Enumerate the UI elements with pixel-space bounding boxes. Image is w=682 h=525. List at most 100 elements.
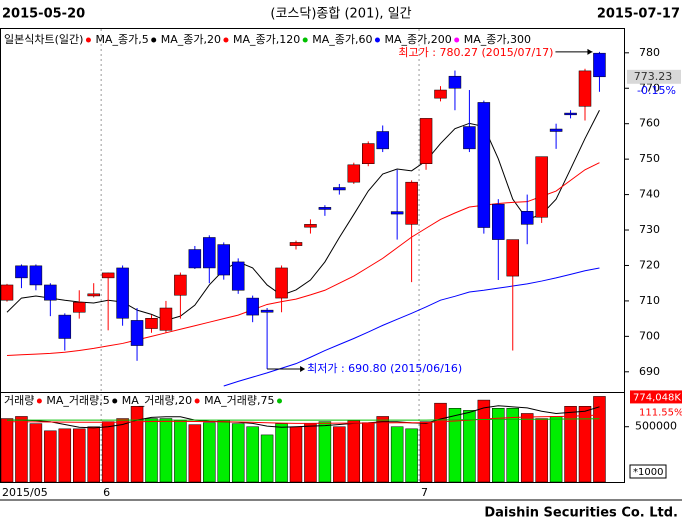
volume-bar: [593, 396, 606, 483]
legend-dot: [85, 37, 91, 43]
legend-item: MA_종가,120: [233, 33, 300, 46]
y-tick-label: 700: [639, 329, 660, 342]
y-tick-label: 780: [639, 46, 660, 59]
volume-bar: [434, 402, 447, 483]
annotation: 최고가 : 780.27 (2015/07/17): [398, 46, 553, 59]
candle-body: [520, 210, 534, 225]
y-tick-label: 770: [639, 81, 660, 94]
candle-body: [246, 297, 259, 316]
x-tick-label: 7: [421, 486, 428, 499]
ma-line: [6, 162, 600, 356]
legend-dot: [36, 398, 42, 404]
candle-body: [535, 156, 548, 218]
candle-body: [29, 265, 43, 286]
unit-box: [629, 464, 667, 479]
volume-bar: [520, 413, 534, 483]
legend-item: MA_종가,20: [161, 33, 221, 46]
y-tick-label: 730: [639, 223, 660, 236]
candle-body: [289, 242, 303, 246]
candle-body: [463, 126, 476, 150]
y-tick-label: 500000: [635, 420, 677, 433]
candle-body: [174, 274, 187, 296]
volume-bar: [231, 423, 245, 483]
volume-bar: [260, 434, 274, 483]
volume-bar: [15, 416, 28, 483]
candle-body: [564, 112, 577, 116]
candle-body: [390, 211, 404, 215]
volume-bar: [492, 408, 505, 483]
legend-dot: [194, 398, 200, 404]
candle-body: [506, 239, 519, 277]
legend-item: MA_종가,200: [384, 33, 451, 46]
unit: *1000: [633, 467, 663, 478]
candle-body: [260, 309, 274, 313]
arrow-head: [587, 48, 593, 55]
volume-bar: [564, 406, 577, 483]
change: -0.15%: [637, 84, 676, 97]
volume-bar: [58, 428, 72, 483]
candle-body: [318, 207, 332, 210]
candle-body: [203, 237, 216, 269]
candle-body: [159, 307, 173, 331]
volume-bar: [463, 410, 476, 483]
volume-bar: [203, 422, 216, 483]
candle-body: [87, 293, 100, 297]
candle-body: [304, 224, 317, 228]
volume-bar: [578, 406, 592, 483]
volume-bar: [304, 423, 317, 483]
candle-body: [231, 261, 245, 291]
volume-bar: [44, 430, 57, 483]
change: 111.55%: [639, 407, 682, 418]
legend-dot: [454, 37, 460, 43]
volume-bar: [188, 424, 202, 483]
legend-dot: [277, 398, 282, 404]
candle-body: [188, 249, 202, 269]
candle-body: [101, 272, 115, 279]
y-tick-label: 750: [639, 152, 660, 165]
candle-body: [130, 320, 144, 346]
end-date: 2015-07-17: [597, 7, 680, 22]
x-tick-label: 6: [103, 486, 110, 499]
legend-item: MA_종가,5: [95, 33, 148, 46]
y-tick-label: 740: [639, 188, 660, 201]
y-tick-label: 760: [639, 117, 660, 130]
volume-bar: [159, 418, 173, 483]
volume-bar: [130, 406, 144, 483]
ma-line: [7, 414, 600, 424]
candle-body: [347, 164, 361, 183]
legend-title: 일본식차트(일간): [4, 32, 83, 46]
candle-body: [549, 128, 563, 132]
candle-body: [593, 52, 606, 78]
legend-item: MA_종가,60: [312, 33, 372, 46]
candle-body: [73, 302, 86, 313]
volume-bar: [347, 420, 361, 483]
legend-title: 거래량: [4, 394, 34, 407]
volume-bar: [116, 418, 129, 483]
start-date: 2015-05-20: [2, 7, 85, 22]
volume-bar: [174, 420, 187, 483]
candle-body: [116, 267, 129, 319]
ma-line: [7, 418, 600, 421]
volume-bar: [318, 421, 332, 483]
chart-title: (코스닥)종합 (201), 일간: [270, 7, 411, 22]
volume-bar: [535, 418, 548, 483]
candle-body: [578, 70, 592, 107]
legend-item: MA_거래량,20: [122, 394, 192, 407]
y-tick-label: 690: [639, 365, 660, 378]
volume-bar: [289, 426, 303, 483]
volume-bar: [217, 420, 230, 483]
legend-item: MA_거래량,5: [46, 394, 109, 407]
candle-body: [217, 244, 230, 276]
last-value-box: [627, 69, 681, 84]
candle-body: [145, 318, 158, 329]
candle-body: [448, 75, 462, 89]
legend-dot: [151, 37, 157, 43]
candle-body: [477, 102, 491, 228]
y-tick-label: 710: [639, 294, 660, 307]
volume-bar: [376, 416, 389, 483]
volume-bar: [275, 423, 288, 483]
volume-bar: [333, 426, 346, 483]
ma-line: [6, 110, 600, 321]
arrow-head: [300, 365, 306, 372]
legend-item: MA_거래량,75: [204, 394, 274, 407]
